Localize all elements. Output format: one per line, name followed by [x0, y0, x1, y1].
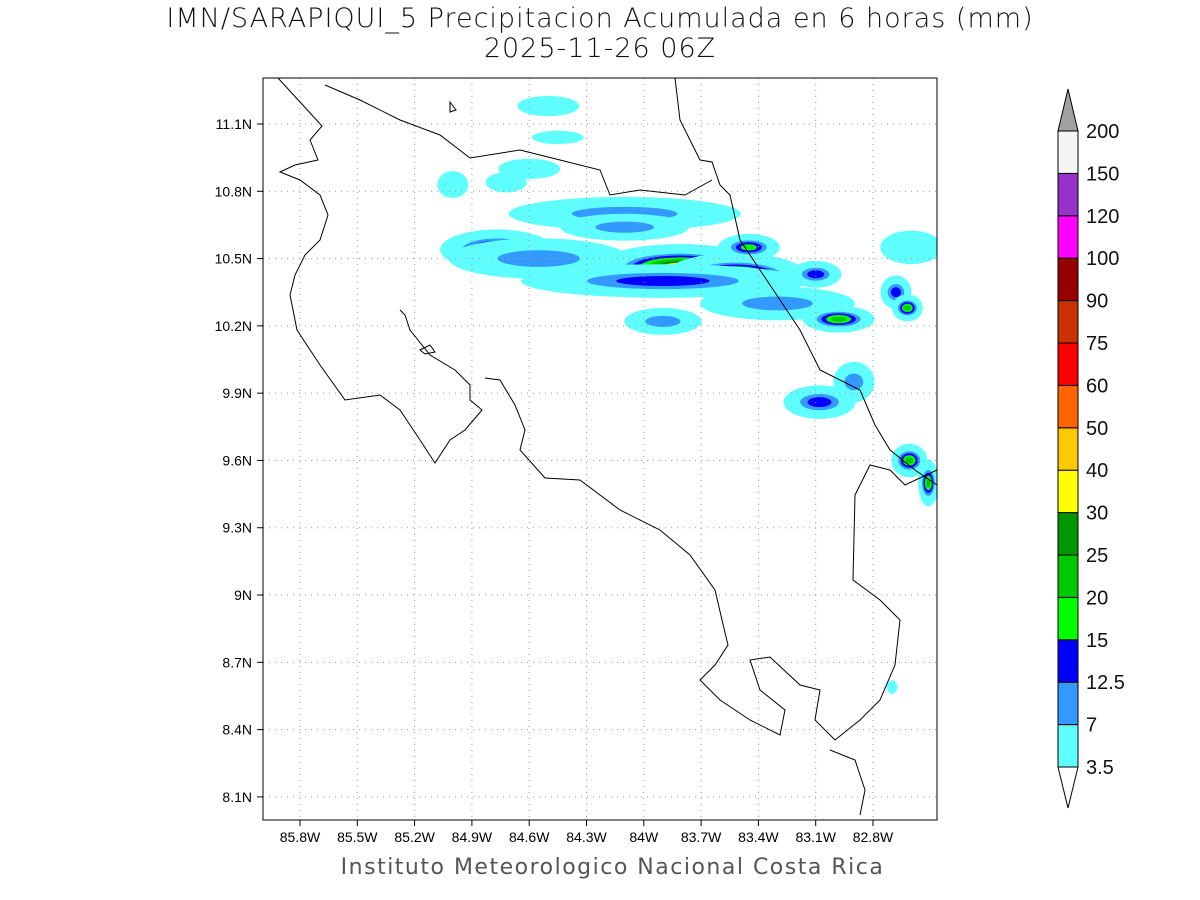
colorbar-swatch	[1057, 554, 1079, 598]
lat-tick-label: 11.1N	[216, 116, 252, 132]
nicaragua-border	[324, 84, 713, 196]
colorbar-label: 60	[1086, 375, 1108, 397]
colorbar-swatch	[1057, 342, 1079, 386]
gulf-of-nicoya-coast	[484, 377, 937, 741]
colorbar-label: 15	[1086, 630, 1108, 652]
precip-cell-level-0	[880, 230, 937, 265]
grid-lines	[263, 78, 937, 820]
lon-tick-label: 84.3W	[566, 829, 607, 845]
precip-cell-level-0	[437, 171, 469, 199]
lat-tick-label: 9.9N	[222, 385, 252, 401]
lon-tick-label: 83.1W	[795, 829, 836, 845]
lat-tick-label: 8.4N	[222, 722, 252, 738]
colorbar-label: 120	[1086, 206, 1119, 228]
lat-tick-label: 10.8N	[215, 183, 252, 199]
lat-tick-label: 9.3N	[222, 520, 252, 536]
colorbar-label: 150	[1086, 163, 1119, 185]
precip-cell-level-3	[740, 244, 757, 251]
colorbar-swatch	[1057, 215, 1079, 259]
lon-tick-label: 83.7W	[681, 829, 722, 845]
colorbar-swatch	[1057, 596, 1079, 641]
precip-cell-level-2	[616, 276, 710, 286]
precip-cell-level-0	[517, 95, 580, 117]
colorbar-label: 20	[1086, 587, 1108, 609]
pacific-coastline	[277, 78, 483, 464]
lon-tick-label: 83.4W	[738, 829, 779, 845]
colorbar-label: 200	[1086, 121, 1119, 143]
colorbar-label: 30	[1086, 503, 1108, 525]
precip-cell-level-1	[497, 250, 580, 267]
precip-cell-level-1	[645, 315, 681, 327]
precip-cell-level-4	[905, 457, 914, 464]
colorbar-label: 7	[1086, 715, 1097, 737]
precip-cell-level-2	[807, 270, 825, 279]
colorbar-label: 50	[1086, 418, 1108, 440]
precip-cell-level-0	[532, 130, 584, 145]
caribbean-coastline	[674, 78, 937, 486]
lon-tick-label: 84W	[629, 829, 659, 845]
lon-tick-label: 84.9W	[452, 829, 493, 845]
coastlines	[277, 78, 937, 816]
island	[449, 100, 457, 113]
lat-tick-label: 10.5N	[215, 251, 252, 267]
precip-cell-level-0	[886, 680, 898, 694]
axis-ticks: 85.8W 85.5W 85.2W 84.9W 84.6W 84.3W 84W 83.7W 83…	[215, 116, 894, 845]
map-datetime: 2025-11-26 06Z	[483, 33, 717, 64]
colorbar-swatch	[1057, 384, 1079, 429]
lon-tick-label: 82.8W	[853, 829, 894, 845]
colorbar-swatch	[1057, 300, 1079, 344]
lon-tick-label: 85.2W	[394, 829, 435, 845]
colorbar-swatch	[1057, 512, 1079, 556]
lon-tick-label: 85.8W	[280, 829, 321, 845]
colorbar-swatch	[1057, 681, 1079, 726]
precip-cell-level-0	[485, 172, 527, 193]
precip-cell-level-2	[890, 287, 902, 298]
colorbar-under-arrow	[1057, 766, 1079, 809]
colorbar-label: 25	[1086, 545, 1108, 567]
map-frame	[262, 77, 938, 821]
footer-credit: Instituto Meteorologico Nacional Costa R…	[340, 855, 885, 880]
colorbar-label: 40	[1086, 460, 1108, 482]
lat-tick-label: 8.7N	[222, 654, 252, 670]
colorbar-label: 12.5	[1086, 672, 1125, 694]
colorbar: 3.5 7 12.5 15 20 25 30 40 50 60 75 90 100 120 150 200	[1057, 88, 1125, 809]
colorbar-swatch	[1057, 469, 1079, 514]
lon-tick-label: 85.5W	[337, 829, 378, 845]
lat-tick-label: 10.2N	[215, 318, 252, 334]
lon-tick-label: 84.6W	[509, 829, 550, 845]
colorbar-swatch	[1057, 427, 1079, 471]
colorbar-swatch	[1057, 257, 1079, 302]
lat-tick-label: 9N	[234, 587, 252, 603]
colorbar-label: 90	[1086, 291, 1108, 313]
colorbar-swatch	[1057, 639, 1079, 683]
precip-cell-level-4	[830, 316, 847, 322]
map-title: IMN/SARAPIQUI_5 Precipitacion Acumulada …	[166, 3, 1034, 34]
colorbar-label: 100	[1086, 248, 1119, 270]
precip-cell-level-4	[904, 305, 911, 311]
precip-cell-level-1	[742, 296, 813, 311]
island	[419, 344, 436, 355]
precipitation-field	[437, 95, 937, 694]
precip-cell-level-1	[595, 221, 655, 233]
precip-cell-level-4	[926, 478, 931, 488]
colorbar-label: 3.5	[1086, 757, 1114, 779]
lat-tick-label: 9.6N	[222, 452, 252, 468]
colorbar-swatch	[1057, 172, 1079, 217]
precip-cell-level-1	[844, 373, 864, 391]
lat-tick-label: 8.1N	[222, 789, 252, 805]
colorbar-swatch	[1057, 724, 1079, 768]
precip-cell-level-2	[807, 397, 832, 408]
panama-border	[829, 749, 866, 816]
colorbar-swatch	[1057, 130, 1079, 174]
colorbar-over-arrow	[1057, 88, 1079, 132]
colorbar-label: 75	[1086, 333, 1108, 355]
